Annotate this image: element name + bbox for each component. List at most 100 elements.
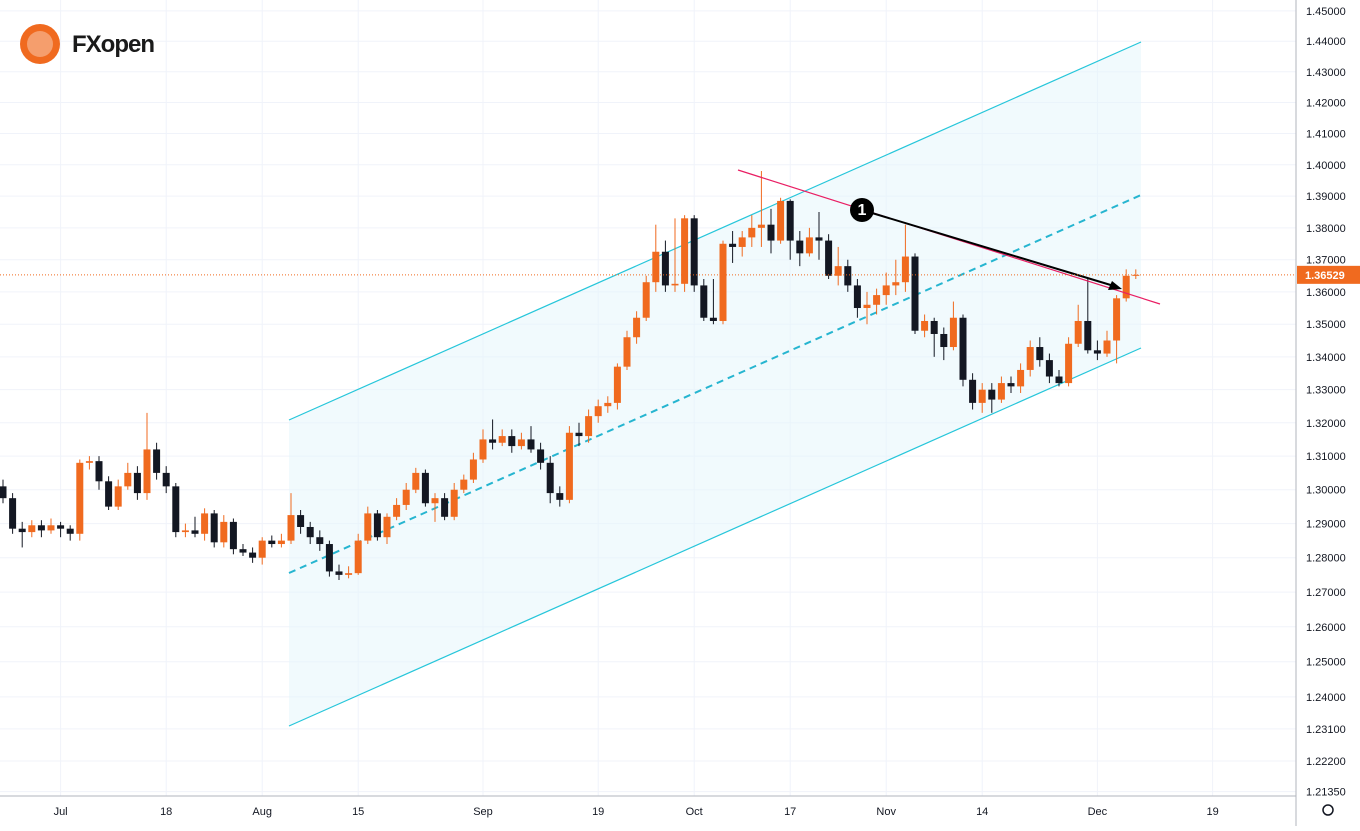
- last-price-box: [1297, 265, 1360, 284]
- candle-body: [76, 462, 84, 534]
- candle-body: [335, 571, 343, 575]
- x-tick-label: Sep: [473, 806, 493, 818]
- candle-body: [162, 472, 170, 487]
- y-tick-label: 1.36000: [1306, 287, 1346, 299]
- candle-body: [191, 530, 199, 534]
- candle-body: [325, 544, 333, 572]
- candle-body: [1045, 360, 1053, 377]
- candle-body: [18, 528, 26, 533]
- candle-body: [1036, 347, 1044, 361]
- candle-body: [921, 320, 929, 331]
- candle-body: [969, 379, 977, 403]
- candle-body: [988, 389, 996, 400]
- y-tick-label: 1.34000: [1306, 352, 1346, 364]
- y-tick-label: 1.28000: [1306, 553, 1346, 565]
- candle-body: [373, 513, 381, 538]
- candle-body: [1132, 274, 1140, 276]
- logo-icon-inner: [27, 31, 53, 57]
- candle-body: [229, 521, 237, 550]
- candle-body: [508, 436, 516, 447]
- y-tick-label: 1.41000: [1306, 129, 1346, 141]
- candle-body: [527, 439, 535, 450]
- candle-body: [393, 504, 401, 517]
- candle-body: [805, 237, 813, 254]
- candle-body: [37, 525, 45, 531]
- x-tick-label: 19: [592, 806, 604, 818]
- candle-body: [210, 513, 218, 543]
- candle-body: [949, 317, 957, 348]
- candle-body: [1055, 376, 1063, 384]
- candle-body: [402, 489, 410, 505]
- candle-body: [124, 472, 132, 487]
- candle-body: [681, 218, 689, 284]
- candle-body: [911, 256, 919, 331]
- candle-body: [537, 449, 545, 463]
- candle-body: [277, 540, 285, 545]
- candle-body: [834, 266, 842, 276]
- candle-body: [133, 472, 141, 494]
- arrow-line: [861, 209, 1115, 287]
- settings-gear[interactable]: [1322, 804, 1334, 816]
- candle-body: [594, 406, 602, 417]
- candle-body: [66, 528, 74, 534]
- candle-body: [1065, 343, 1073, 384]
- candle-body: [220, 521, 228, 543]
- candle-body: [978, 389, 986, 403]
- y-tick-label: 1.27000: [1306, 587, 1346, 599]
- candle-body: [95, 461, 103, 482]
- candle-body: [354, 540, 362, 574]
- logo: FXopen: [20, 24, 155, 64]
- candle-body: [719, 243, 727, 321]
- candle-body: [585, 416, 593, 437]
- settings-icon[interactable]: [1322, 804, 1334, 816]
- y-tick-label: 1.22200: [1306, 756, 1346, 768]
- candle-body: [1007, 383, 1015, 387]
- y-tick-label: 1.23100: [1306, 724, 1346, 736]
- candle-body: [181, 530, 189, 533]
- candle-body: [844, 266, 852, 286]
- candle-body: [47, 525, 55, 531]
- y-tick-label: 1.29000: [1306, 519, 1346, 531]
- candle-body: [1122, 275, 1130, 299]
- candle-body: [940, 333, 948, 348]
- candle-body: [239, 549, 247, 553]
- candle-body: [489, 439, 497, 443]
- candle-body: [863, 304, 871, 309]
- y-tick-label: 1.33000: [1306, 385, 1346, 397]
- candle-body: [575, 432, 583, 437]
- candle-body: [258, 540, 266, 558]
- candle-body: [546, 462, 554, 494]
- x-tick-label: 19: [1206, 806, 1218, 818]
- candle-body: [930, 320, 938, 334]
- candle-body: [700, 285, 708, 318]
- x-tick-label: Jul: [54, 806, 68, 818]
- candle-body: [1093, 350, 1101, 354]
- y-tick-label: 1.24000: [1306, 692, 1346, 704]
- channel-fill: [289, 42, 1141, 726]
- candle-body: [287, 515, 295, 541]
- y-tick-label: 1.42000: [1306, 98, 1346, 110]
- y-tick-label: 1.25000: [1306, 657, 1346, 669]
- candle-body: [748, 227, 756, 238]
- candle-body: [28, 525, 36, 533]
- y-tick-label: 1.43000: [1306, 67, 1346, 79]
- arrow-head: [1108, 281, 1122, 290]
- channel-upper: [288, 41, 1142, 421]
- candle-body: [412, 472, 420, 490]
- candle-body: [345, 573, 353, 575]
- axes: 1.45000 1.44000 1.43000 1.42000 1.41000 1.400…: [0, 6, 1360, 818]
- candle-body: [873, 295, 881, 305]
- y-tick-label: 1.26000: [1306, 622, 1346, 634]
- candle-body: [604, 402, 612, 407]
- candle-body: [201, 513, 209, 534]
- candle-body: [709, 317, 717, 321]
- y-tick-label: 1.45000: [1306, 6, 1346, 18]
- candle-body: [556, 493, 564, 500]
- y-tick-label: 1.37000: [1306, 255, 1346, 267]
- candle-body: [613, 366, 621, 403]
- candle-body: [431, 498, 439, 504]
- candle-body: [1074, 320, 1082, 344]
- candles: [0, 171, 1140, 581]
- candle-body: [1084, 320, 1092, 351]
